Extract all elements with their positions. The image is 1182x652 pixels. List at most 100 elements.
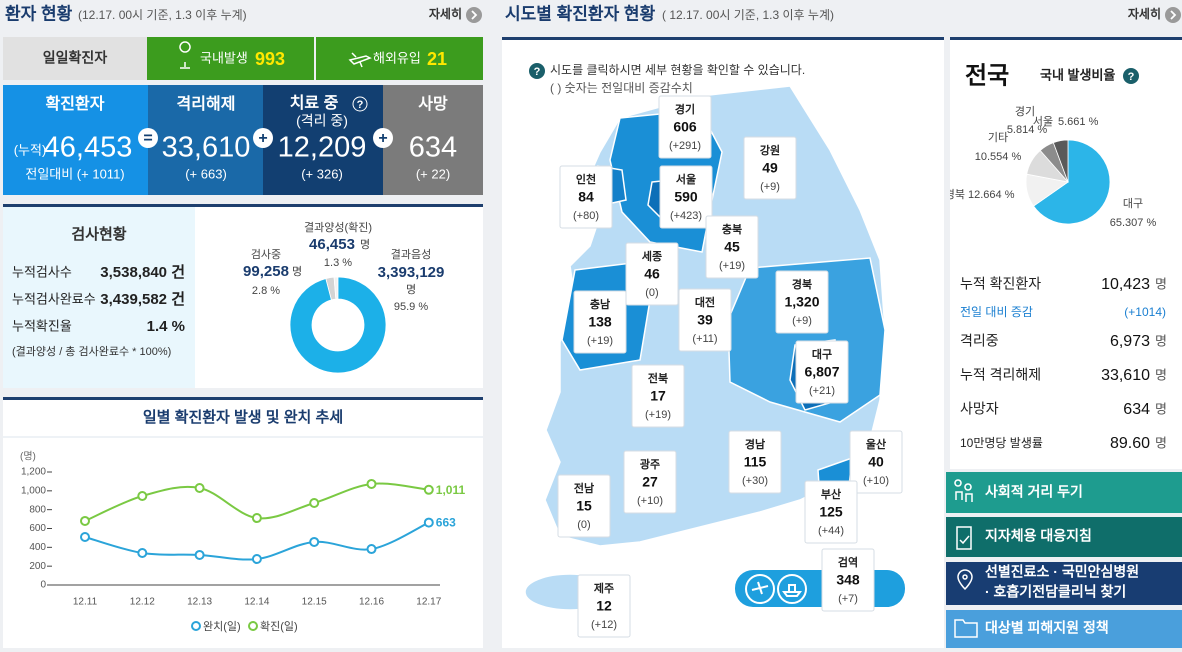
link-text[interactable]: 선별진료소 · 국민안심병원: [985, 564, 1139, 580]
link-bg[interactable]: [946, 517, 1182, 557]
region-card[interactable]: 서울 590 (+423): [659, 165, 713, 229]
region-value: 12: [596, 598, 612, 614]
region-value: 46: [644, 266, 660, 282]
pie-value-label: 65.307 %: [1110, 217, 1157, 229]
region-box[interactable]: [743, 136, 797, 200]
region-card[interactable]: 제주 12 (+12): [577, 574, 631, 638]
region-card[interactable]: 대전 39 (+11): [678, 288, 732, 352]
more-icons[interactable]: [466, 7, 1181, 23]
donut-count: 3,393,129: [378, 264, 445, 281]
link-text[interactable]: · 호흡기전담클리닉 찾기: [985, 584, 1126, 600]
region-box[interactable]: [658, 95, 712, 159]
region-box[interactable]: [775, 270, 829, 334]
region-card[interactable]: 충남 138 (+19): [573, 290, 627, 354]
region-card[interactable]: 세종 46 (0): [625, 242, 679, 306]
region-name: 전북: [648, 371, 668, 385]
stat-label: 사망자: [960, 401, 999, 417]
link-text[interactable]: 지자체용 대응지침: [985, 528, 1092, 544]
region-box[interactable]: [557, 474, 611, 538]
location-icon: [957, 569, 973, 591]
region-box[interactable]: [849, 430, 903, 494]
pie-label: 대구: [1123, 197, 1143, 210]
link-icons: [954, 479, 978, 638]
link-text[interactable]: 대상별 피해지원 정책: [985, 620, 1109, 636]
section-title: 시도별 확진환자 현황: [505, 4, 656, 23]
link-bg[interactable]: [946, 610, 1182, 648]
series-point: [137, 547, 148, 558]
tests-note: (결과양성 / 총 검사완료수 * 100%): [12, 345, 171, 358]
region-card[interactable]: 경북 1,320 (+9): [775, 270, 829, 334]
region-value: 138: [588, 314, 612, 330]
donut-value-label: 1.3 %: [324, 257, 352, 269]
y-tick-label: 200: [29, 561, 46, 572]
region-box[interactable]: [705, 215, 759, 279]
region-card[interactable]: 울산 40 (+10): [849, 430, 903, 494]
region-card[interactable]: 검역 348 (+7): [821, 548, 875, 612]
region-value: 348: [836, 572, 860, 588]
divider: [502, 37, 944, 40]
region-box[interactable]: [728, 430, 782, 494]
region-card[interactable]: 인천 84 (+80): [559, 165, 613, 229]
region-box[interactable]: [623, 450, 677, 514]
region-card[interactable]: 경기 606 (+291): [658, 95, 712, 159]
more-link[interactable]: 자세히: [429, 6, 462, 21]
region-name: 인천: [576, 172, 596, 186]
region-box[interactable]: [821, 548, 875, 612]
region-value: 6,807: [804, 364, 839, 380]
series-point: [366, 544, 377, 555]
card-change: (+ 22): [416, 166, 450, 181]
map-info: ( ) 숫자는 전일대비 증감수치: [550, 81, 693, 95]
region-value: 15: [576, 498, 592, 514]
region-box[interactable]: [795, 340, 849, 404]
more-icon[interactable]: [1165, 7, 1181, 23]
legend-label: 확진(일): [260, 619, 298, 633]
tests-label: 누적검사수: [12, 264, 72, 279]
region-value: 84: [578, 189, 594, 205]
stat-label: 누적 확진환자: [960, 276, 1041, 292]
region-box[interactable]: [678, 288, 732, 352]
region-box[interactable]: [804, 480, 858, 544]
stat-value: 10,423: [1101, 276, 1150, 293]
region-box[interactable]: [577, 574, 631, 638]
region-box[interactable]: [625, 242, 679, 306]
region-box[interactable]: [573, 290, 627, 354]
domestic-box: [147, 37, 314, 80]
region-card[interactable]: 전북 17 (+19): [631, 364, 685, 428]
region-box[interactable]: [559, 165, 613, 229]
region-card[interactable]: 전남 15 (0): [557, 474, 611, 538]
more-link[interactable]: 자세히: [1128, 6, 1161, 21]
region-card[interactable]: 대구 6,807 (+21): [795, 340, 849, 404]
data-label: 1,011: [436, 483, 466, 497]
donut-count: 99,258: [243, 263, 289, 280]
region-card[interactable]: 부산 125 (+44): [804, 480, 858, 544]
region-card[interactable]: 강원 49 (+9): [743, 136, 797, 200]
right-bg: [950, 37, 1182, 469]
region-value: 27: [642, 474, 658, 490]
pie: 대구 65.307 % 경북 12.664 % 기타 10.554 % 경기 5.814 %서…: [950, 105, 1157, 229]
link-bg[interactable]: [946, 472, 1182, 513]
stat-unit: 명: [1155, 367, 1167, 382]
pie-slice: [1052, 139, 1069, 183]
more-icon[interactable]: [466, 7, 482, 23]
card-title: 치료 중: [290, 94, 339, 112]
region-box[interactable]: [631, 364, 685, 428]
divider: [950, 37, 1182, 40]
stat-value: 89.60: [1110, 435, 1150, 452]
region-card[interactable]: 광주 27 (+10): [623, 450, 677, 514]
region-card[interactable]: 경남 115 (+30): [728, 430, 782, 494]
series-point: [80, 515, 90, 526]
region-name: 경남: [745, 437, 765, 451]
card-value: 12,209: [278, 132, 367, 164]
link-bg[interactable]: [946, 562, 1182, 605]
folder-icon: [954, 619, 978, 638]
info-icon: [529, 63, 545, 79]
chevron: [471, 10, 478, 20]
donut-slice: [289, 276, 387, 374]
link-text[interactable]: 사회적 거리 두기: [985, 484, 1083, 500]
x-tick-label: 12.13: [187, 597, 212, 608]
daily-overseas-label: 해외유입: [373, 50, 421, 65]
series-point: [251, 554, 262, 565]
pie-label: 기타: [988, 131, 1008, 144]
region-box[interactable]: [659, 165, 713, 229]
region-card[interactable]: 충북 45 (+19): [705, 215, 759, 279]
